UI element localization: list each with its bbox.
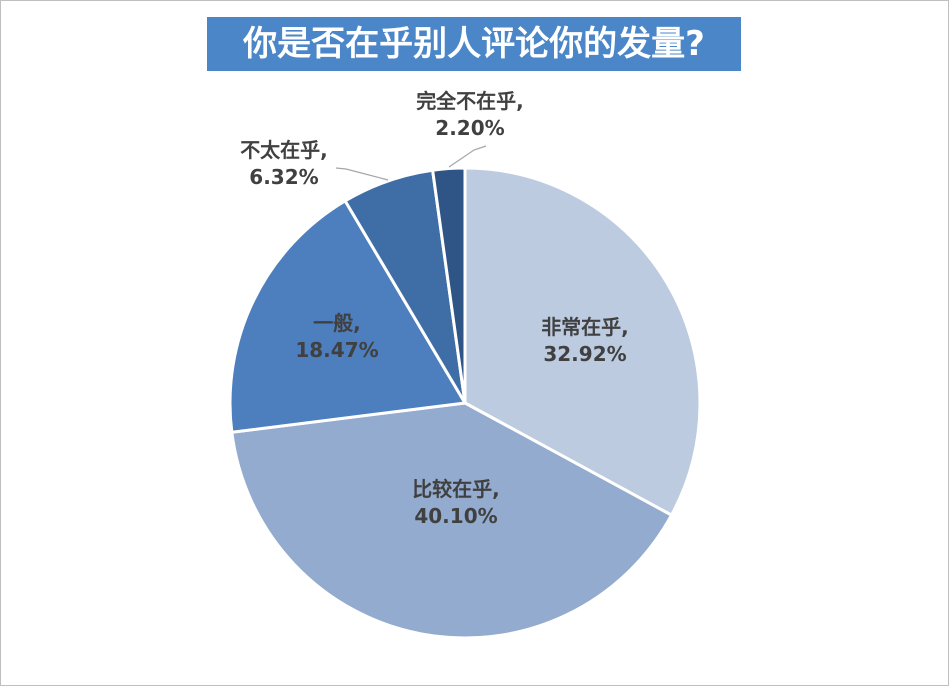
pie-slice-5 [431, 166, 467, 405]
data-labels: 非常在乎, 32.92% 比较在乎, 40.10% 一般, 18.47% 不太在乎, 6.32… [240, 89, 629, 528]
leader-line-4 [335, 167, 389, 181]
slice-value-3: 18.47% [295, 338, 378, 362]
slice-value-4: 6.32% [249, 165, 318, 189]
pie-slices [228, 166, 702, 640]
slice-label-4: 不太在乎, [240, 138, 328, 162]
slice-label-3: 一般, [313, 311, 361, 335]
pie-slice-1 [463, 166, 702, 517]
leader-lines [335, 145, 487, 181]
slice-label-1: 非常在乎, [541, 315, 629, 339]
leader-line-5 [448, 145, 487, 168]
chart-title: 你是否在乎别人评论你的发量? [207, 17, 741, 71]
slice-value-5: 2.20% [435, 116, 504, 140]
slice-label-2: 比较在乎, [412, 477, 500, 501]
pie-slice-2 [230, 401, 674, 640]
slice-value-2: 40.10% [414, 504, 497, 528]
slice-value-1: 32.92% [543, 342, 626, 366]
slice-label-5: 完全不在乎, [416, 89, 524, 113]
pie-slice-3 [228, 199, 467, 434]
